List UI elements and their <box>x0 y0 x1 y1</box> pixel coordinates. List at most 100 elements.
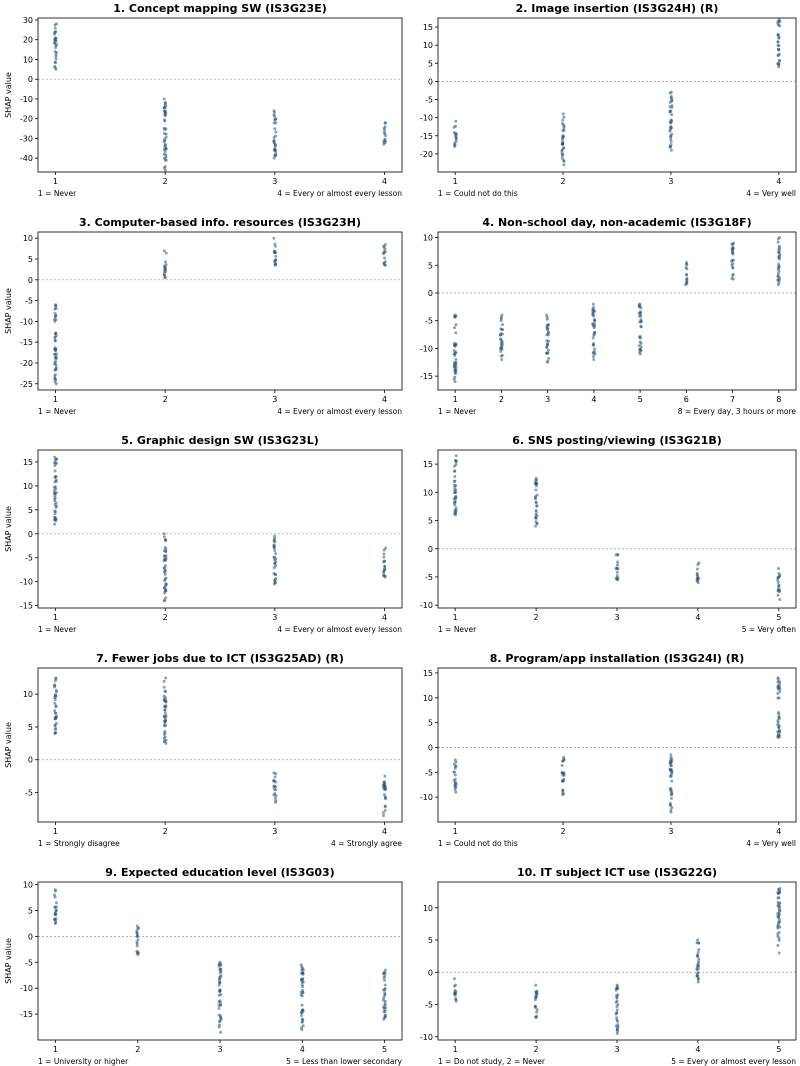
panel-4-point <box>545 346 549 350</box>
panel-2-point <box>777 23 781 27</box>
panel-1-ytick-label: -10 <box>20 95 33 104</box>
panel-9-xtick-label: 5 <box>382 1045 387 1054</box>
panel-9-point <box>382 976 386 980</box>
panel-9-point <box>383 988 387 992</box>
panel-3-point <box>53 362 57 366</box>
panel-6-point <box>533 496 537 500</box>
panel-7-xtick-label: 1 <box>53 827 58 836</box>
panel-10-point <box>535 1008 539 1012</box>
panel-1-point <box>274 121 278 125</box>
panel-5-point <box>53 502 57 506</box>
panel-4-point <box>454 343 458 347</box>
panel-6-point <box>696 562 700 566</box>
panel-8-point <box>777 712 781 716</box>
panel-3-plot-area <box>37 231 403 391</box>
panel-7-xnote-right: 4 = Strongly agree <box>331 839 402 848</box>
panel-2-point <box>776 62 780 66</box>
panel-7-point <box>163 714 167 718</box>
panel-4-points-x3 <box>545 313 551 364</box>
panel-2-point <box>777 36 781 40</box>
panel-3-point <box>273 258 277 262</box>
panel-10-point <box>616 1023 620 1027</box>
panel-5-ylabel: SHAP value <box>4 506 13 552</box>
panel-6-point <box>535 504 539 508</box>
panel-7-ytick-label: 10 <box>23 690 33 699</box>
panel-7-point <box>163 708 167 712</box>
panel-10-point <box>616 987 620 991</box>
panel-10-point <box>776 924 780 928</box>
panel-8-point <box>452 762 456 766</box>
panel-5-point <box>162 554 166 558</box>
panel-6-points-x2 <box>533 476 539 528</box>
panel-4-point <box>638 312 642 316</box>
panel-4-point <box>547 330 551 334</box>
panel-9-plot-area <box>37 881 403 1041</box>
panel-4-point <box>546 359 550 363</box>
panel-2-point <box>562 115 566 119</box>
panel-3-point <box>272 236 276 240</box>
panel-4-ytick-label: 0 <box>428 289 433 298</box>
panel-4-point <box>593 319 597 323</box>
panel-10-point <box>776 904 780 908</box>
panel-4-title: 4. Non-school day, non-academic (IS3G18F… <box>482 216 751 229</box>
panel-7-point <box>273 796 277 800</box>
panel-5-point <box>163 572 167 576</box>
panel-8-point <box>561 788 565 792</box>
panel-10-point <box>453 991 457 995</box>
panel-8-point <box>454 764 458 768</box>
panel-5-point <box>163 589 167 593</box>
panel-4-ytick-label: 10 <box>423 234 433 243</box>
panel-6-point <box>535 521 539 525</box>
panel-8-point <box>669 760 673 764</box>
panel-4-points-x5 <box>637 302 643 356</box>
panel-7-ytick-label: 5 <box>28 723 33 732</box>
panel-4-point <box>776 262 780 266</box>
panel-5-point <box>53 518 57 522</box>
panel-2-ytick-label: 5 <box>428 59 433 68</box>
panel-2-xtick-label: 4 <box>776 177 781 186</box>
panel-7-points-x1 <box>52 676 59 736</box>
panel-3-points-x1 <box>52 303 58 386</box>
panel-10-point <box>452 977 456 981</box>
panel-10-point <box>696 980 700 984</box>
panel-6-points-x1 <box>452 454 458 517</box>
panel-5-point <box>53 491 57 495</box>
panel-7-point <box>272 779 276 783</box>
panel-6-ytick-label: -5 <box>425 573 433 582</box>
panel-5-point <box>53 464 57 468</box>
panel-5-point <box>383 559 387 563</box>
panel-6-points-x3 <box>614 552 620 582</box>
panel-4-point <box>547 356 551 360</box>
panel-4-point <box>592 351 596 355</box>
panel-1-ytick-label: 20 <box>23 36 33 45</box>
panel-4-point <box>637 344 641 348</box>
panel-9-point <box>54 889 58 893</box>
panel-2-point <box>452 125 456 129</box>
panel-1-point <box>274 153 278 157</box>
panel-2-point <box>670 104 674 108</box>
panel-9-point <box>217 964 221 968</box>
panel-1-point <box>273 118 277 122</box>
panel-9-point <box>301 991 305 995</box>
panel-2-point <box>776 40 780 44</box>
panel-9-xtick-label: 4 <box>300 1045 305 1054</box>
panel-7-point <box>163 711 167 715</box>
panel-9-xnote-left: 1 = University or higher <box>38 1057 129 1066</box>
panel-5-point <box>54 479 58 483</box>
panel-9-point <box>52 917 56 921</box>
panel-7-ytick-label: -5 <box>25 789 33 798</box>
panel-5-point <box>53 496 57 500</box>
panel-1-xnote-right: 4 = Every or almost every lesson <box>277 189 402 198</box>
panel-6-point <box>534 500 538 504</box>
panel-1-point <box>53 65 57 69</box>
panel-5-point <box>273 537 277 541</box>
panel-5-point <box>274 552 278 556</box>
panel-1-point <box>272 156 276 160</box>
panel-9-point <box>383 978 387 982</box>
panel-1-points-x2 <box>162 97 168 172</box>
panel-2-points-x2 <box>560 112 566 167</box>
panel-5-xnote-right: 4 = Every or almost every lesson <box>277 625 402 634</box>
panel-7-point <box>274 772 278 776</box>
panel-4-point <box>731 245 735 249</box>
panel-7-point <box>54 705 58 709</box>
